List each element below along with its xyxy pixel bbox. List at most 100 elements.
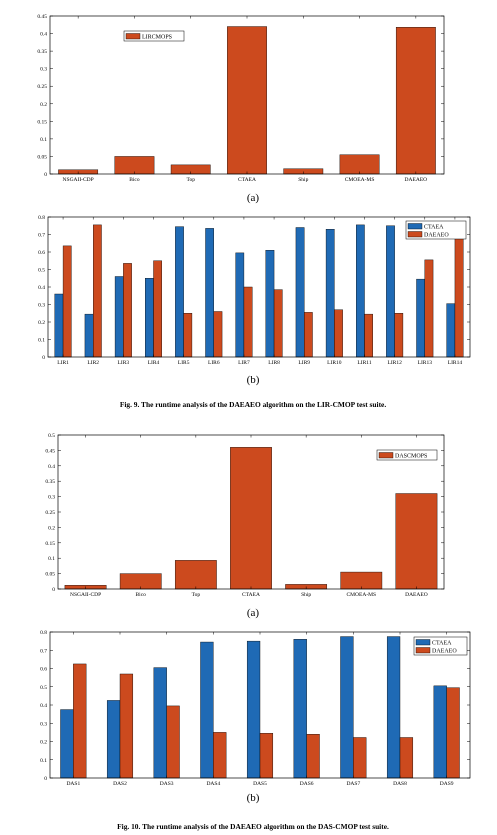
figure-caption-10: Fig. 10. The runtime analysis of the DAE… bbox=[117, 822, 389, 831]
x-tick-label: LIR13 bbox=[418, 360, 433, 366]
bar-daeaeo-lir12 bbox=[394, 313, 404, 358]
legend-label-daeaeo: DAEAEO bbox=[424, 233, 449, 239]
bar-lircmops-daeaeo bbox=[395, 27, 436, 175]
x-tick-label: CTAEA bbox=[238, 177, 256, 183]
y-tick-label: 0.6 bbox=[40, 667, 47, 673]
y-tick-label: 0.1 bbox=[40, 137, 47, 143]
bar-daeaeo-das8 bbox=[399, 737, 414, 779]
y-tick-label: 0.45 bbox=[45, 448, 55, 454]
y-tick-label: 0.05 bbox=[37, 154, 47, 160]
bar-ctaea-das3 bbox=[153, 667, 167, 779]
subfigure-label-9b: (b) bbox=[247, 374, 260, 386]
legend-label-ctaea: CTAEA bbox=[432, 641, 452, 647]
x-tick-label: NSGAII-CDP bbox=[63, 177, 94, 183]
bar-daeaeo-das4 bbox=[213, 732, 227, 779]
bar-daeaeo-das2 bbox=[119, 673, 134, 779]
y-tick-label: 0.2 bbox=[48, 525, 55, 531]
x-tick-label: Bico bbox=[136, 592, 147, 598]
bar-dascmops-ctaea bbox=[230, 447, 272, 590]
bar-ctaea-lir4 bbox=[145, 278, 154, 358]
bar-ctaea-lir12 bbox=[386, 225, 395, 358]
bar-daeaeo-lir11 bbox=[364, 313, 373, 358]
bar-ctaea-lir3 bbox=[114, 276, 124, 358]
chart-fig10b: DAS1 DAS2 DAS3 DAS4 DAS5 DAS6 DAS7 DAS8 DAS9 0 0.1… bbox=[40, 630, 471, 787]
bar-daeaeo-das9 bbox=[446, 687, 460, 779]
bar-dascmops-top bbox=[174, 560, 217, 590]
y-tick-label: 0.25 bbox=[45, 510, 55, 516]
subfigure-label-10a: (a) bbox=[247, 607, 260, 619]
y-tick-label: 0.35 bbox=[37, 49, 47, 55]
bar-ctaea-lir2 bbox=[84, 313, 94, 358]
chart-fig10a: NSGAII-CDP Bico Top CTAEA Ship CMOEA-MS DAEAEO… bbox=[45, 433, 445, 598]
x-tick-label: DAS6 bbox=[300, 781, 314, 787]
bar-ctaea-lir9 bbox=[295, 227, 305, 358]
bar-daeaeo-lir4 bbox=[153, 260, 162, 358]
x-tick-label: DAS8 bbox=[393, 781, 407, 787]
bar-ctaea-lir7 bbox=[235, 252, 245, 358]
bar-daeaeo-das1 bbox=[73, 663, 87, 779]
x-tick-label: DAS5 bbox=[253, 781, 267, 787]
y-tick-label: 0 bbox=[42, 355, 45, 361]
bar-daeaeo-lir13 bbox=[424, 259, 434, 358]
y-tick-label: 0.7 bbox=[38, 233, 45, 239]
y-tick-label: 0 bbox=[52, 587, 55, 593]
y-tick-label: 0.2 bbox=[38, 320, 45, 326]
bar-ctaea-lir1 bbox=[54, 293, 64, 358]
x-tick-label: LIR10 bbox=[327, 360, 342, 366]
legend: DASCMOPS bbox=[376, 449, 438, 461]
subfigure-label-9a: (a) bbox=[247, 192, 260, 204]
bar-daeaeo-lir7 bbox=[243, 286, 253, 358]
bar-daeaeo-lir6 bbox=[213, 311, 223, 358]
legend: LIRCMOPS bbox=[123, 30, 185, 42]
y-tick-label: 0.4 bbox=[48, 464, 55, 470]
plot-frame bbox=[57, 434, 445, 590]
legend-swatch-lircmops bbox=[125, 33, 141, 40]
x-tick-label: DAS2 bbox=[113, 781, 127, 787]
bar-daeaeo-das5 bbox=[259, 733, 274, 779]
x-tick-label: LIR5 bbox=[178, 360, 190, 366]
x-tick-label: DAS3 bbox=[160, 781, 174, 787]
bar-ctaea-lir10 bbox=[325, 229, 335, 358]
chart-fig9b: LIR1 LIR2 LIR3 LIR4 LIR5 LIR6 LIR7 LIR8 LIR9 LIR1… bbox=[38, 215, 471, 366]
x-tick-label: LIR4 bbox=[148, 360, 160, 366]
y-tick-label: 0 bbox=[44, 172, 47, 178]
legend-swatch-ctaea bbox=[407, 223, 423, 230]
y-tick-label: 0.8 bbox=[40, 630, 47, 636]
subfigure-label-10b: (b) bbox=[247, 792, 260, 804]
y-tick-label: 0.25 bbox=[37, 84, 47, 90]
y-tick-label: 0.4 bbox=[38, 285, 45, 291]
legend-swatch-ctaea bbox=[415, 639, 431, 646]
bar-ctaea-das8 bbox=[386, 636, 401, 779]
y-tick-label: 0.3 bbox=[38, 303, 45, 309]
x-tick-label: Ship bbox=[301, 592, 311, 598]
y-tick-label: 0.3 bbox=[40, 67, 47, 73]
x-tick-label: LIR2 bbox=[87, 360, 99, 366]
legend-box bbox=[376, 449, 438, 461]
y-tick-label: 0.4 bbox=[40, 703, 47, 709]
y-tick-label: 0.2 bbox=[40, 740, 47, 746]
bar-lircmops-bico bbox=[114, 156, 155, 175]
x-tick-label: DAEAEO bbox=[405, 592, 428, 598]
bar-ctaea-das2 bbox=[106, 700, 121, 779]
bar-ctaea-lir11 bbox=[356, 224, 365, 358]
bar-ctaea-das6 bbox=[293, 639, 307, 779]
plot-frame bbox=[47, 216, 471, 358]
y-tick-label: 0.05 bbox=[45, 572, 55, 578]
y-tick-label: 0.3 bbox=[48, 495, 55, 501]
y-tick-label: 0.4 bbox=[40, 32, 47, 38]
bar-daeaeo-lir5 bbox=[183, 313, 193, 358]
y-tick-label: 0.1 bbox=[48, 556, 55, 562]
legend: CTAEA DAEAEO bbox=[413, 636, 468, 656]
bar-ctaea-lir5 bbox=[175, 226, 184, 358]
legend-label-lircmops: LIRCMOPS bbox=[142, 35, 172, 41]
plot-frame bbox=[49, 631, 471, 779]
legend-swatch-daeaeo bbox=[415, 647, 431, 654]
y-tick-label: 0.15 bbox=[45, 541, 55, 547]
x-tick-label: Top bbox=[186, 177, 195, 183]
y-tick-label: 0.2 bbox=[40, 102, 47, 108]
bar-dascmops-cmoea-ms bbox=[340, 571, 383, 590]
legend-label-daeaeo: DAEAEO bbox=[432, 649, 457, 655]
bar-daeaeo-lir14 bbox=[454, 235, 464, 358]
legend: CTAEA DAEAEO bbox=[405, 220, 467, 240]
